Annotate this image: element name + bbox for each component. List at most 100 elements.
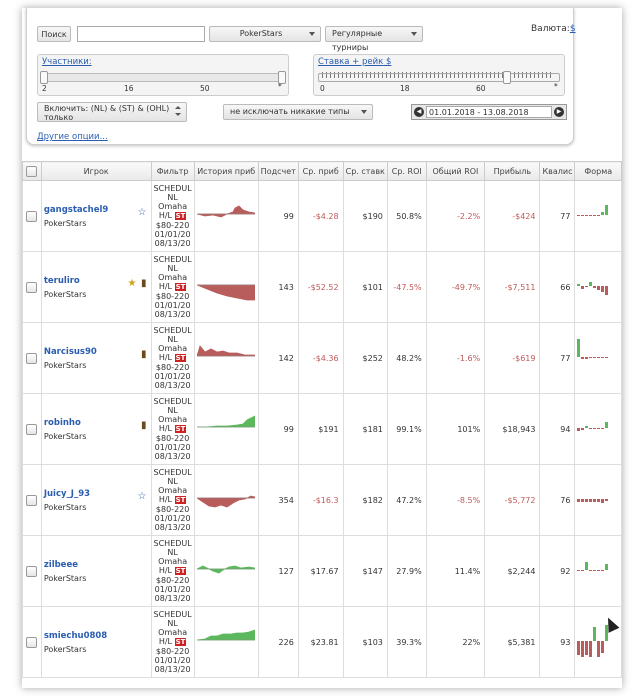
include-select[interactable]: Включить: (NL) & (ST) & (OHL) только — [37, 102, 187, 122]
player-site: PokerStars — [43, 289, 87, 299]
table-row[interactable]: robinho PokerStars ▮ SCHEDUL NL Omaha H/L ST $8… — [22, 393, 622, 465]
column-header[interactable]: Общий ROI — [425, 161, 486, 181]
filter-line: SCHEDUL — [153, 326, 192, 335]
date-range-input[interactable]: 01.01.2018 - 13.08.2018 — [426, 106, 552, 118]
filter-line: $80-220 — [155, 576, 190, 585]
form-chart — [577, 562, 609, 571]
row-checkbox[interactable] — [26, 494, 38, 506]
filter-line: $80-220 — [155, 363, 190, 372]
filter-line: $80-220 — [155, 434, 190, 443]
form-bar — [577, 284, 581, 286]
player-site: PokerStars — [43, 218, 87, 228]
filter-cell: SCHEDUL NL Omaha H/L ST $80-220 01/01/20 08/13… — [150, 251, 195, 323]
filter-line: $80-220 — [155, 647, 190, 656]
prev-arrow-icon[interactable]: ◀ — [414, 107, 424, 117]
filter-line: H/L ST — [154, 637, 192, 647]
count-cell: 99 — [257, 393, 299, 465]
chevron-up-icon — [175, 106, 181, 109]
form-bar — [577, 570, 581, 571]
row-checkbox[interactable] — [26, 352, 38, 364]
column-header[interactable]: Подсчет — [257, 161, 299, 181]
form-bar — [577, 215, 581, 216]
player-name-link[interactable]: smiechu0808 — [43, 630, 108, 641]
form-bar — [585, 215, 589, 216]
tournament-type-select[interactable]: Регулярные турниры — [325, 26, 423, 52]
participants-min-handle[interactable] — [40, 71, 48, 84]
table-row[interactable]: smiechu0808 PokerStars SCHEDUL NL Omaha H/L S… — [22, 606, 622, 678]
row-checkbox[interactable] — [26, 636, 38, 648]
form-cell — [574, 464, 622, 536]
select-cell — [22, 322, 42, 394]
table-row[interactable]: gangstachel9 PokerStars ☆ SCHEDUL NL Omaha H/L… — [22, 180, 622, 252]
star-outline-icon[interactable]: ☆ — [137, 491, 147, 502]
form-chart — [577, 499, 609, 503]
row-checkbox[interactable] — [26, 210, 38, 222]
profit-history-chart — [196, 415, 256, 428]
column-header[interactable]: Ср. приб — [297, 161, 344, 181]
player-name-link[interactable]: Narcisus90 — [43, 346, 97, 357]
form-bar — [593, 570, 597, 571]
search-input[interactable] — [77, 26, 205, 42]
chevron-down-icon — [411, 32, 417, 36]
row-checkbox[interactable] — [26, 281, 38, 293]
column-header[interactable]: Ср. ставк — [342, 161, 388, 181]
avg-roi-cell: -47.5% — [386, 251, 427, 323]
filter-line: 01/01/20 — [154, 514, 191, 523]
table-row[interactable]: Juicy_J_93 PokerStars ☆ SCHEDUL NL Omaha H/L S… — [22, 464, 622, 536]
stake-tick: 0 — [320, 84, 325, 93]
avg-stake-cell: $181 — [342, 393, 388, 465]
currency-link[interactable]: $ — [569, 24, 576, 34]
player-name-link[interactable]: zilbeee — [43, 559, 78, 570]
table-row[interactable]: teruliro PokerStars ★ ▮ SCHEDUL NL Omaha H/L ST… — [22, 251, 622, 323]
currency-control: Валюта:$ — [531, 24, 576, 34]
quality-cell: 92 — [539, 535, 576, 607]
star-gold-icon[interactable]: ★ — [127, 278, 137, 289]
player-cell: Narcisus90 PokerStars ▮ — [40, 322, 152, 394]
form-bar — [601, 357, 605, 358]
stake-slider[interactable] — [318, 71, 560, 84]
player-name-link[interactable]: Juicy_J_93 — [43, 488, 91, 499]
select-all-header — [22, 161, 42, 181]
row-checkbox[interactable] — [26, 565, 38, 577]
column-header[interactable]: Квалис — [539, 161, 576, 181]
quality-cell: 76 — [539, 464, 576, 536]
exclude-select[interactable]: не исключать никакие типы — [223, 104, 373, 120]
row-checkbox[interactable] — [26, 423, 38, 435]
participants-slider[interactable] — [40, 71, 286, 84]
star-outline-icon[interactable]: ☆ — [137, 207, 147, 218]
stake-handle[interactable] — [503, 71, 511, 84]
participants-max-handle[interactable] — [278, 71, 286, 84]
column-header[interactable]: История приб — [193, 161, 259, 181]
next-arrow-icon[interactable]: ▶ — [554, 107, 564, 117]
column-header[interactable]: Прибыль — [484, 161, 541, 181]
chevron-down-icon — [361, 110, 367, 114]
filter-line-text: H/L — [158, 424, 173, 433]
form-bar — [585, 641, 589, 655]
player-name-link[interactable]: robinho — [43, 417, 81, 428]
search-button[interactable]: Поиск — [37, 26, 71, 42]
form-bar — [581, 641, 585, 657]
stake-tick: 18 — [400, 84, 410, 93]
site-select[interactable]: PokerStars — [209, 26, 321, 42]
stake-label-link[interactable]: Ставка + рейк $ — [318, 57, 391, 67]
select-all-checkbox[interactable] — [26, 165, 38, 177]
form-cell — [574, 180, 622, 252]
column-header[interactable]: Форма — [574, 161, 622, 181]
more-options-link[interactable]: Другие опции... — [37, 132, 108, 142]
table-row[interactable]: Narcisus90 PokerStars ▮ SCHEDUL NL Omaha H/L S… — [22, 322, 622, 394]
player-name-link[interactable]: teruliro — [43, 275, 80, 286]
column-header[interactable]: Ср. ROI — [386, 161, 427, 181]
filter-line: H/L ST — [154, 566, 192, 576]
column-header[interactable]: Фильтр — [150, 161, 195, 181]
quality-cell: 94 — [539, 393, 576, 465]
table-row[interactable]: zilbeee PokerStars SCHEDUL NL Omaha H/L ST $80… — [22, 535, 622, 607]
avg-profit-cell: $191 — [297, 393, 344, 465]
profit-cell: $2,244 — [484, 535, 541, 607]
form-bar — [589, 428, 593, 429]
form-bar — [593, 428, 597, 429]
column-header[interactable]: Игрок — [40, 161, 152, 181]
participants-label[interactable]: Участники: — [42, 57, 92, 67]
player-name-link[interactable]: gangstachel9 — [43, 204, 109, 215]
form-cell — [574, 322, 622, 394]
avg-profit-cell: -$52.52 — [297, 251, 344, 323]
